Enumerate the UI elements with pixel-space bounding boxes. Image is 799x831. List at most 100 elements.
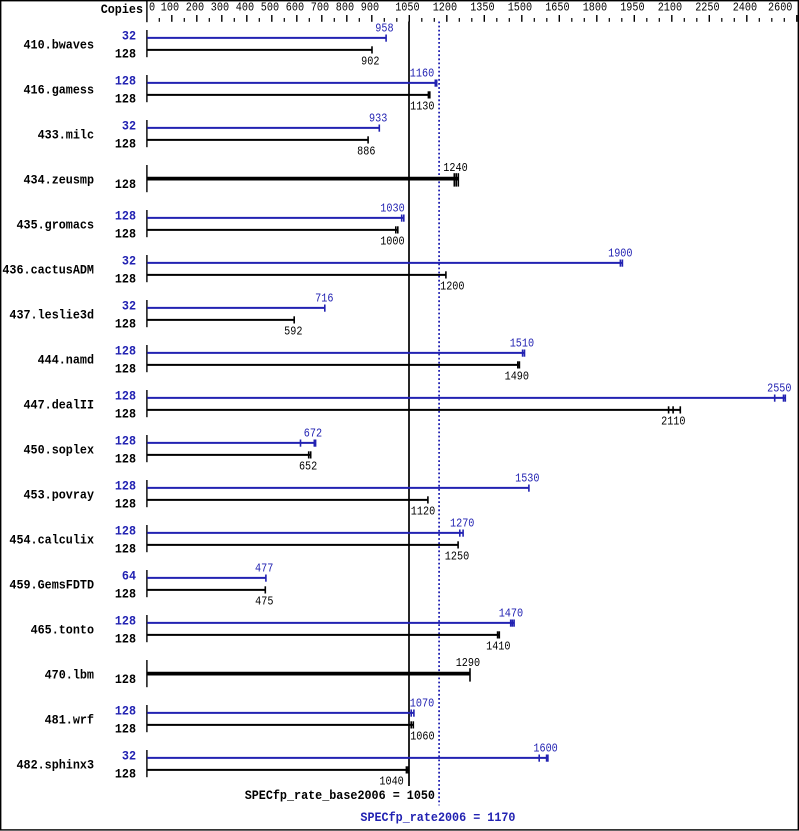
svg-text:1530: 1530	[515, 471, 539, 485]
svg-text:1270: 1270	[450, 516, 474, 530]
svg-text:652: 652	[299, 460, 317, 474]
svg-text:32: 32	[122, 254, 136, 269]
svg-text:716: 716	[315, 291, 333, 305]
svg-text:128: 128	[115, 524, 136, 539]
svg-text:128: 128	[115, 722, 136, 737]
svg-text:400: 400	[236, 1, 254, 15]
svg-text:500: 500	[261, 1, 279, 15]
svg-text:444.namd: 444.namd	[38, 353, 94, 368]
svg-text:1040: 1040	[379, 775, 403, 789]
svg-text:128: 128	[115, 704, 136, 719]
svg-text:1950: 1950	[620, 1, 644, 15]
svg-text:Copies: Copies	[101, 2, 143, 17]
svg-text:128: 128	[115, 614, 136, 629]
svg-text:32: 32	[122, 29, 136, 44]
svg-text:128: 128	[115, 542, 136, 557]
svg-text:SPECfp_rate_base2006 = 1050: SPECfp_rate_base2006 = 1050	[245, 788, 435, 803]
svg-text:1030: 1030	[380, 201, 404, 215]
svg-text:128: 128	[115, 452, 136, 467]
svg-text:2100: 2100	[658, 1, 682, 15]
svg-text:447.dealII: 447.dealII	[24, 398, 95, 413]
svg-text:100: 100	[161, 1, 179, 15]
svg-text:1470: 1470	[499, 606, 523, 620]
svg-text:128: 128	[115, 632, 136, 647]
svg-text:1350: 1350	[470, 1, 494, 15]
svg-text:128: 128	[115, 137, 136, 152]
svg-text:2250: 2250	[695, 1, 719, 15]
svg-text:672: 672	[304, 426, 322, 440]
svg-text:128: 128	[115, 497, 136, 512]
svg-text:592: 592	[284, 325, 302, 339]
svg-text:470.lbm: 470.lbm	[45, 668, 94, 683]
svg-text:128: 128	[115, 47, 136, 62]
svg-text:435.gromacs: 435.gromacs	[17, 218, 95, 233]
svg-text:1070: 1070	[410, 696, 434, 710]
svg-text:1120: 1120	[411, 505, 435, 519]
svg-text:1000: 1000	[380, 235, 404, 249]
svg-text:1200: 1200	[440, 280, 464, 294]
svg-text:453.povray: 453.povray	[24, 488, 95, 503]
svg-text:436.cactusADM: 436.cactusADM	[2, 263, 94, 278]
svg-text:410.bwaves: 410.bwaves	[24, 38, 95, 53]
svg-text:128: 128	[115, 272, 136, 287]
svg-text:128: 128	[115, 177, 136, 192]
svg-text:SPECfp_rate2006 = 1170: SPECfp_rate2006 = 1170	[360, 810, 515, 825]
svg-text:128: 128	[115, 407, 136, 422]
svg-text:128: 128	[115, 317, 136, 332]
svg-text:128: 128	[115, 74, 136, 89]
svg-text:2550: 2550	[767, 381, 791, 395]
svg-text:700: 700	[311, 1, 329, 15]
svg-text:475: 475	[255, 595, 273, 609]
svg-text:1490: 1490	[505, 370, 529, 384]
svg-text:128: 128	[115, 362, 136, 377]
svg-text:300: 300	[211, 1, 229, 15]
svg-text:128: 128	[115, 434, 136, 449]
svg-text:128: 128	[115, 479, 136, 494]
svg-text:902: 902	[361, 55, 379, 69]
svg-text:128: 128	[115, 227, 136, 242]
svg-text:1160: 1160	[410, 66, 434, 80]
svg-text:800: 800	[336, 1, 354, 15]
svg-text:1650: 1650	[545, 1, 569, 15]
svg-text:2400: 2400	[733, 1, 757, 15]
svg-text:450.soplex: 450.soplex	[24, 443, 95, 458]
svg-text:32: 32	[122, 749, 136, 764]
svg-text:1600: 1600	[533, 741, 557, 755]
svg-text:128: 128	[115, 344, 136, 359]
svg-text:1050: 1050	[395, 1, 419, 15]
svg-text:200: 200	[186, 1, 204, 15]
svg-text:459.GemsFDTD: 459.GemsFDTD	[9, 578, 94, 593]
svg-text:481.wrf: 481.wrf	[45, 713, 94, 728]
svg-text:1510: 1510	[510, 336, 534, 350]
svg-text:128: 128	[115, 587, 136, 602]
svg-text:416.gamess: 416.gamess	[24, 83, 95, 98]
svg-text:482.sphinx3: 482.sphinx3	[17, 758, 95, 773]
svg-text:958: 958	[375, 21, 393, 35]
svg-text:32: 32	[122, 299, 136, 314]
svg-text:1130: 1130	[410, 100, 434, 114]
svg-text:128: 128	[115, 672, 136, 687]
svg-text:2110: 2110	[661, 415, 685, 429]
svg-text:1060: 1060	[410, 730, 434, 744]
svg-text:1800: 1800	[583, 1, 607, 15]
svg-text:1900: 1900	[608, 246, 632, 260]
svg-text:437.leslie3d: 437.leslie3d	[9, 308, 94, 323]
svg-text:1240: 1240	[443, 161, 467, 175]
svg-text:2600: 2600	[768, 1, 792, 15]
svg-text:434.zeusmp: 434.zeusmp	[24, 173, 95, 188]
svg-text:64: 64	[122, 569, 136, 584]
svg-text:933: 933	[369, 111, 387, 125]
svg-text:900: 900	[361, 1, 379, 15]
svg-text:0: 0	[149, 1, 155, 15]
svg-text:128: 128	[115, 92, 136, 107]
svg-text:600: 600	[286, 1, 304, 15]
svg-text:128: 128	[115, 389, 136, 404]
svg-text:1200: 1200	[433, 1, 457, 15]
svg-text:477: 477	[255, 561, 273, 575]
svg-text:886: 886	[357, 145, 375, 159]
svg-text:128: 128	[115, 767, 136, 782]
svg-text:465.tonto: 465.tonto	[31, 623, 94, 638]
svg-text:454.calculix: 454.calculix	[9, 533, 94, 548]
svg-text:1410: 1410	[486, 640, 510, 654]
svg-text:1500: 1500	[508, 1, 532, 15]
